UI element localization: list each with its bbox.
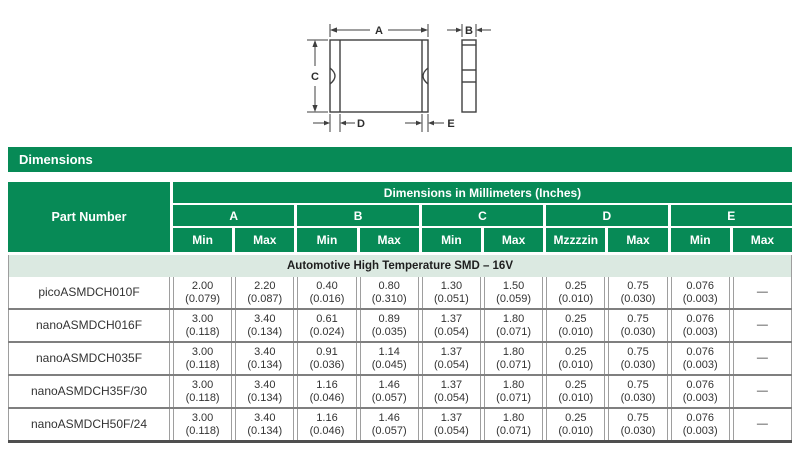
table-row: nanoASMDCH35F/30 3.00 (0.118) 3.40 (0.134)… (8, 376, 792, 409)
table-header: Part Number Dimensions in Millimeters (I… (8, 182, 792, 252)
cell-b-min: 1.16 (0.046) (297, 409, 357, 440)
column-header-e: E (670, 205, 792, 226)
cell-b-min: 0.61 (0.024) (297, 310, 357, 341)
cell-c-min: 1.37 (0.054) (421, 376, 481, 407)
subheader-b-max: Max (359, 228, 419, 252)
cell-e-max: — (732, 376, 792, 407)
package-front-view (329, 39, 429, 113)
subheader-e-min: Min (670, 228, 730, 252)
cell-b-max: 1.14 (0.045) (359, 343, 419, 374)
cell-c-max: 1.80 (0.071) (484, 310, 544, 341)
cell-c-min: 1.30 (0.051) (421, 277, 481, 308)
cell-e-max: — (732, 343, 792, 374)
part-number-cell: nanoASMDCH016F (8, 310, 170, 341)
cell-e-min: 0.076 (0.003) (670, 277, 730, 308)
left-notch (329, 67, 336, 85)
cell-a-min: 3.00 (0.118) (173, 376, 233, 407)
cell-e-max: — (732, 277, 792, 308)
dim-label-c: C (311, 71, 319, 83)
cell-d-max: 0.75 (0.030) (608, 376, 668, 407)
subheader-c-max: Max (484, 228, 544, 252)
cell-b-max: 0.89 (0.035) (359, 310, 419, 341)
subheader-a-min: Min (173, 228, 233, 252)
dim-label-b: B (465, 25, 473, 37)
cell-e-min: 0.076 (0.003) (670, 343, 730, 374)
cell-d-max: 0.75 (0.030) (608, 343, 668, 374)
cell-d-min: 0.25 (0.010) (546, 277, 606, 308)
cell-d-min: 0.25 (0.010) (546, 409, 606, 440)
column-header-a: A (173, 205, 295, 226)
cell-e-max: — (732, 409, 792, 440)
part-number-cell: nanoASMDCH035F (8, 343, 170, 374)
cell-d-min: 0.25 (0.010) (546, 310, 606, 341)
column-header-span: Dimensions in Millimeters (Inches) (173, 182, 792, 203)
column-header-d: D (546, 205, 668, 226)
cell-e-min: 0.076 (0.003) (670, 376, 730, 407)
subheader-c-min: Min (421, 228, 481, 252)
cell-d-max: 0.75 (0.030) (608, 409, 668, 440)
cell-b-max: 1.46 (0.057) (359, 409, 419, 440)
subheader-b-min: Min (297, 228, 357, 252)
cell-c-max: 1.80 (0.071) (484, 376, 544, 407)
part-number-cell: nanoASMDCH35F/30 (8, 376, 170, 407)
cell-e-max: — (732, 310, 792, 341)
package-side-view (461, 39, 477, 113)
subheader-d-min: Mzzzzin (546, 228, 606, 252)
cell-c-min: 1.37 (0.054) (421, 310, 481, 341)
cell-a-max: 3.40 (0.134) (235, 376, 295, 407)
subheader-a-max: Max (235, 228, 295, 252)
cell-c-min: 1.37 (0.054) (421, 343, 481, 374)
cell-d-max: 0.75 (0.030) (608, 277, 668, 308)
cell-d-max: 0.75 (0.030) (608, 310, 668, 341)
cell-a-max: 2.20 (0.087) (235, 277, 295, 308)
cell-b-max: 1.46 (0.057) (359, 376, 419, 407)
part-number-cell: picoASMDCH010F (8, 277, 170, 308)
cell-a-min: 3.00 (0.118) (173, 343, 233, 374)
column-header-part-number: Part Number (8, 182, 170, 252)
table-row: nanoASMDCH016F 3.00 (0.118) 3.40 (0.134) 0… (8, 310, 792, 343)
subheader-e-max: Max (732, 228, 792, 252)
cell-b-max: 0.80 (0.310) (359, 277, 419, 308)
dim-label-a: A (375, 25, 383, 37)
dim-label-e: E (447, 118, 454, 130)
cell-b-min: 0.40 (0.016) (297, 277, 357, 308)
cell-a-min: 3.00 (0.118) (173, 310, 233, 341)
table-row: nanoASMDCH50F/24 3.00 (0.118) 3.40 (0.134)… (8, 409, 792, 443)
table-section-row: Automotive High Temperature SMD – 16V (8, 255, 792, 277)
right-notch (422, 67, 429, 85)
cell-e-min: 0.076 (0.003) (670, 409, 730, 440)
subheader-d-max: Max (608, 228, 668, 252)
cell-a-min: 2.00 (0.079) (173, 277, 233, 308)
column-header-c: C (421, 205, 544, 226)
dim-label-d: D (357, 118, 365, 130)
cell-c-min: 1.37 (0.054) (421, 409, 481, 440)
dimensions-table: Part Number Dimensions in Millimeters (I… (8, 182, 792, 443)
cell-d-min: 0.25 (0.010) (546, 376, 606, 407)
cell-e-min: 0.076 (0.003) (670, 310, 730, 341)
cell-a-min: 3.00 (0.118) (173, 409, 233, 440)
cell-c-max: 1.80 (0.071) (484, 409, 544, 440)
package-drawing: A B C D E (307, 24, 491, 132)
cell-b-min: 1.16 (0.046) (297, 376, 357, 407)
section-bar-dimensions: Dimensions (8, 147, 792, 172)
cell-a-max: 3.40 (0.134) (235, 310, 295, 341)
table-row: picoASMDCH010F 2.00 (0.079) 2.20 (0.087) 0… (8, 277, 792, 310)
dimension-arrowheads (312, 27, 482, 126)
package-outline-diagram: A B C D E (0, 0, 800, 147)
column-header-b: B (297, 205, 419, 226)
cell-c-max: 1.50 (0.059) (484, 277, 544, 308)
cell-c-max: 1.80 (0.071) (484, 343, 544, 374)
cell-d-min: 0.25 (0.010) (546, 343, 606, 374)
cell-b-min: 0.91 (0.036) (297, 343, 357, 374)
cell-a-max: 3.40 (0.134) (235, 343, 295, 374)
part-number-cell: nanoASMDCH50F/24 (8, 409, 170, 440)
table-row: nanoASMDCH035F 3.00 (0.118) 3.40 (0.134) 0… (8, 343, 792, 376)
cell-a-max: 3.40 (0.134) (235, 409, 295, 440)
